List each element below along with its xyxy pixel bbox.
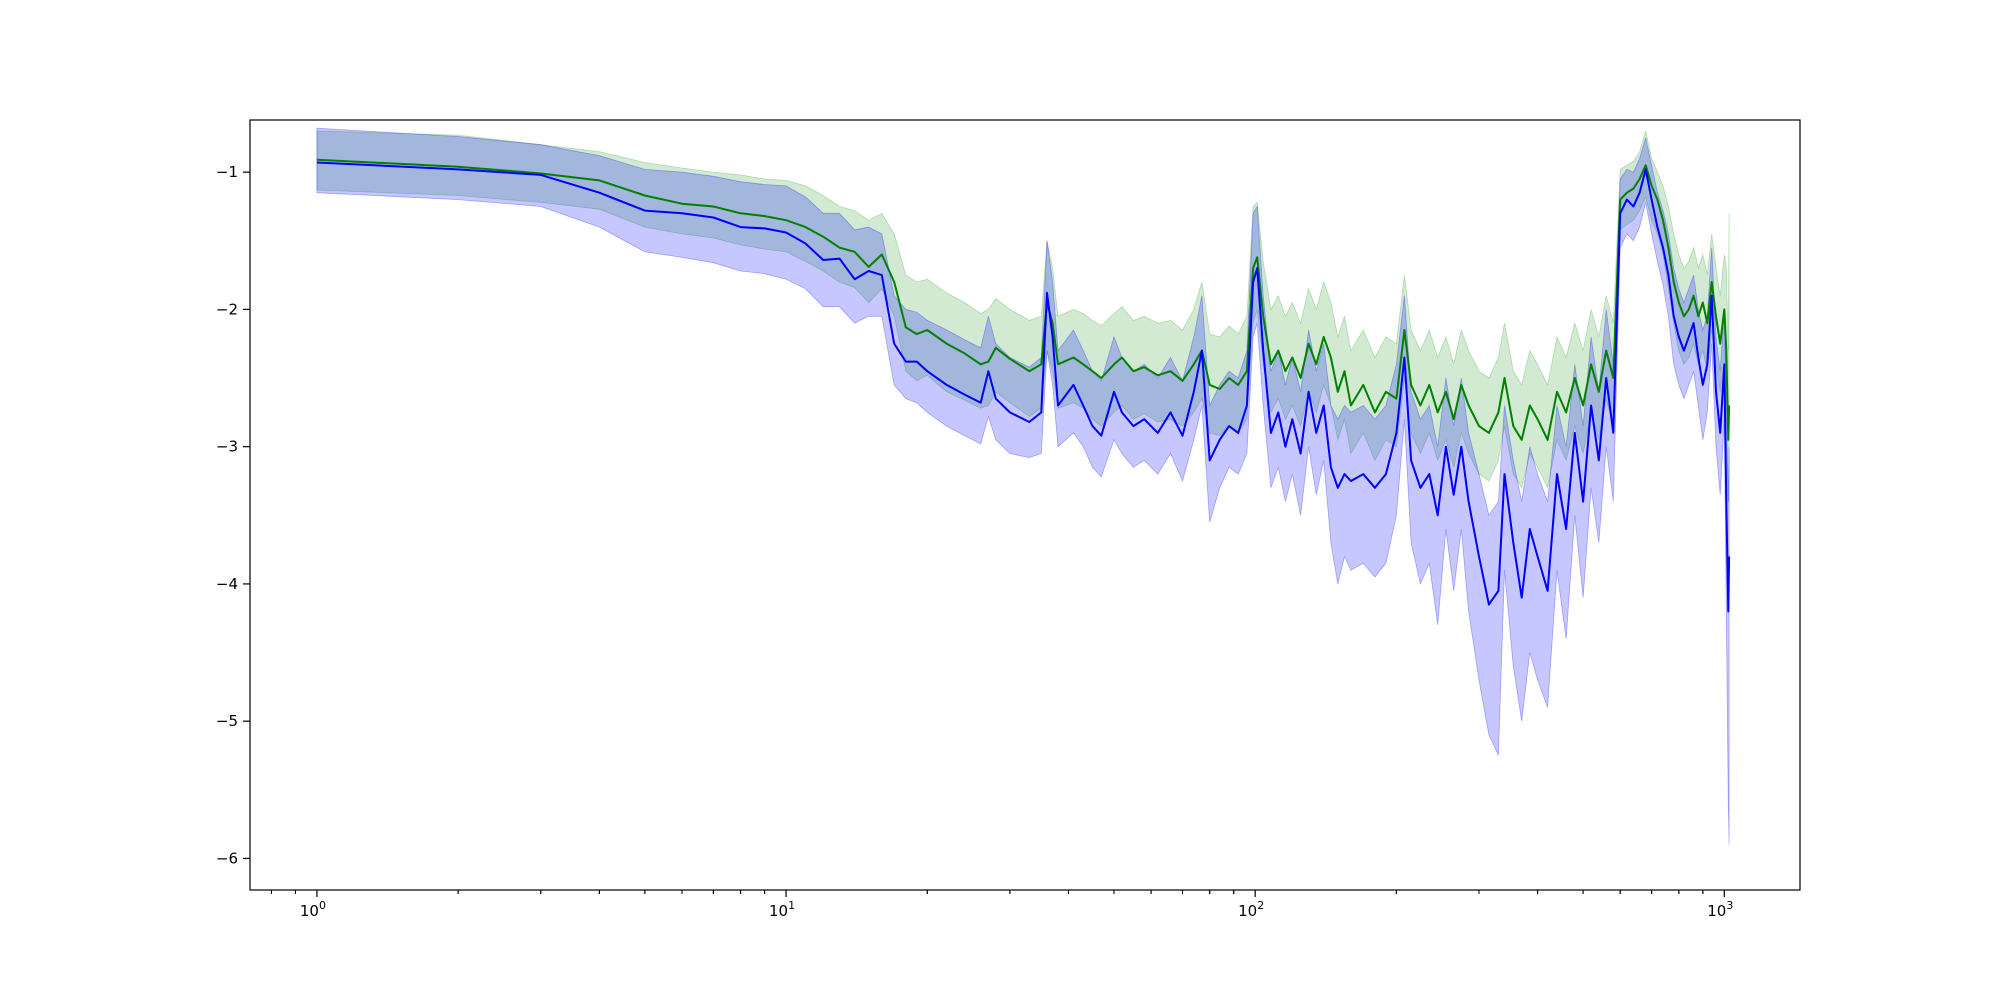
series-2-band (316, 127, 1730, 845)
series-lines (316, 158, 1731, 613)
y-tick-label: −5 (216, 712, 238, 730)
y-axis: −1 −2 −3 −4 −5 −6 (216, 163, 250, 867)
y-tick-label: −4 (216, 575, 238, 593)
series-2-line (316, 161, 1731, 613)
y-tick-label: −3 (216, 438, 238, 456)
plot-frame (249, 119, 1801, 891)
confidence-bands (316, 127, 1730, 845)
x-tick-label: 102 (1238, 899, 1264, 920)
y-tick-label: −2 (216, 300, 238, 318)
x-tick-label: 101 (769, 899, 795, 920)
y-tick-label: −6 (216, 849, 238, 867)
x-axis: 100 101 102 103 (270, 890, 1733, 920)
y-tick-label: −1 (216, 163, 238, 181)
x-tick-label: 100 (300, 899, 326, 920)
x-tick-label: 103 (1707, 899, 1733, 920)
series-1-line (316, 158, 1731, 441)
